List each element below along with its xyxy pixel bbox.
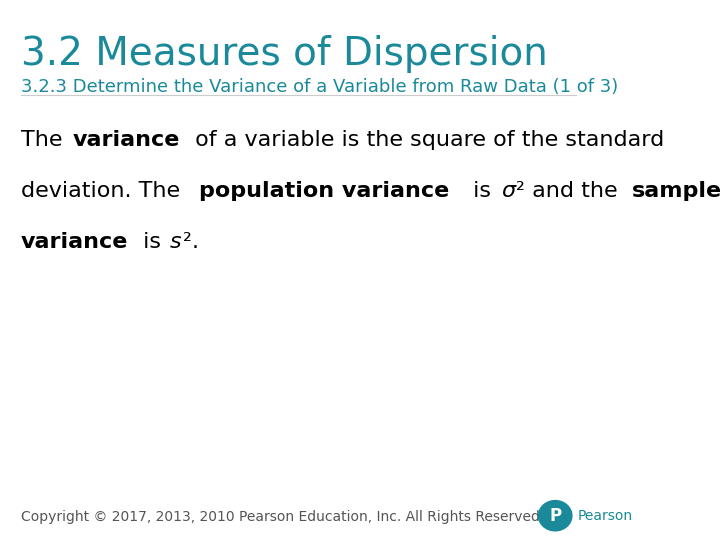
Text: .: . (192, 232, 199, 252)
Text: 3.2.3 Determine the Variance of a Variable from Raw Data (1 of 3): 3.2.3 Determine the Variance of a Variab… (21, 78, 618, 96)
Text: sample: sample (632, 181, 720, 201)
Text: 3.2 Measures of Dispersion: 3.2 Measures of Dispersion (21, 35, 548, 73)
Text: The: The (21, 130, 70, 150)
Text: ²: ² (516, 181, 525, 201)
Text: ²: ² (183, 232, 192, 252)
Text: s: s (170, 232, 181, 252)
Text: deviation. The: deviation. The (21, 181, 187, 201)
Text: is: is (467, 181, 499, 201)
Text: σ: σ (501, 181, 515, 201)
Text: Copyright © 2017, 2013, 2010 Pearson Education, Inc. All Rights Reserved: Copyright © 2017, 2013, 2010 Pearson Edu… (21, 510, 540, 524)
Text: is: is (136, 232, 168, 252)
Text: variance: variance (21, 232, 128, 252)
Text: variance: variance (73, 130, 180, 150)
Text: and the: and the (526, 181, 625, 201)
Text: of a variable is the square of the standard: of a variable is the square of the stand… (188, 130, 664, 150)
Circle shape (539, 501, 572, 531)
Text: P: P (549, 507, 562, 525)
Text: population variance: population variance (199, 181, 449, 201)
Text: Pearson: Pearson (578, 509, 633, 523)
